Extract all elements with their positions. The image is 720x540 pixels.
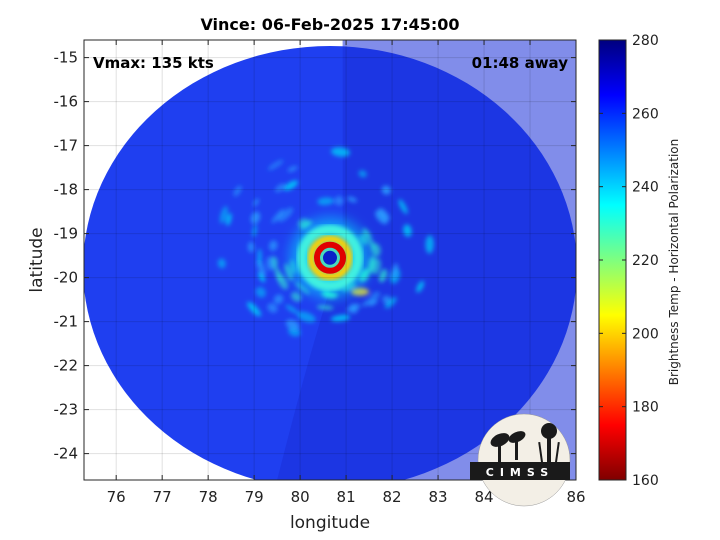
rainband-cell xyxy=(217,258,226,269)
rainband-cell xyxy=(250,211,261,224)
y-tick-label: -21 xyxy=(54,313,79,331)
rainband-cell xyxy=(268,240,278,252)
y-tick-label: -22 xyxy=(54,357,79,375)
y-tick-label: -16 xyxy=(54,93,79,111)
y-tick-label: -20 xyxy=(54,269,79,287)
rainband-cell xyxy=(271,209,285,224)
x-tick-label: 80 xyxy=(291,488,310,506)
rainband-cell xyxy=(334,196,344,206)
colorbar-ticks: 280 260 240 220 200 180 160 xyxy=(599,33,659,489)
y-tick-label: -17 xyxy=(54,137,79,155)
cimss-logo: CIMSS xyxy=(470,413,571,507)
rainband-cell xyxy=(247,241,255,253)
figure-title: Vince: 06-Feb-2025 17:45:00 xyxy=(200,15,459,34)
rainband-cell xyxy=(398,199,408,214)
rainband-cell xyxy=(283,180,298,191)
rainband-cell xyxy=(266,256,274,271)
rainband-cell xyxy=(358,170,367,178)
rainband-cell xyxy=(425,235,434,254)
rainband-cell xyxy=(370,291,381,301)
y-ticks: -15 -16 -17 -18 -19 -20 -21 -22 -23 -24 xyxy=(54,49,576,463)
eyewall xyxy=(282,209,378,306)
rainband-cell xyxy=(331,147,351,157)
rainband-cell xyxy=(381,185,391,195)
x-axis-label: longitude xyxy=(290,513,370,533)
x-tick-label: 78 xyxy=(199,488,218,506)
rainband-cell xyxy=(317,197,334,206)
rainband-cell xyxy=(255,286,266,298)
rainband-cell xyxy=(347,196,358,203)
rainband-cell xyxy=(278,207,294,222)
y-tick-label: -18 xyxy=(54,181,79,199)
x-tick-label: 82 xyxy=(383,488,402,506)
x-tick-label: 81 xyxy=(337,488,356,506)
rainband-cell xyxy=(403,224,412,237)
colorbar-tick-label: 280 xyxy=(632,33,659,49)
x-tick-label: 76 xyxy=(107,488,126,506)
colorbar-tick-label: 260 xyxy=(632,106,659,122)
y-tick-label: -15 xyxy=(54,49,79,67)
rainband-cell xyxy=(253,198,259,207)
rainband-cell xyxy=(287,165,298,173)
rainband-cell xyxy=(285,304,299,314)
colorbar-label: Brightness Temp - Horizontal Polarizatio… xyxy=(667,139,681,386)
rainband-cell xyxy=(375,210,388,225)
eye xyxy=(323,250,337,265)
x-tick-label: 86 xyxy=(566,488,585,506)
rainband-cell xyxy=(316,305,334,311)
colorbar-tick-label: 240 xyxy=(632,180,659,196)
colorbar-tick-label: 180 xyxy=(632,400,659,416)
colorbar-tick-label: 220 xyxy=(632,253,659,269)
y-tick-label: -24 xyxy=(54,445,79,463)
y-tick-label: -23 xyxy=(54,401,79,419)
rainband-cell xyxy=(297,311,316,323)
x-tick-label: 79 xyxy=(245,488,264,506)
rainband-cell xyxy=(349,303,358,314)
y-axis-label: latitude xyxy=(27,227,47,292)
rainband-cell xyxy=(391,263,398,279)
rainband-cell xyxy=(267,303,278,313)
colorbar-tick-label: 160 xyxy=(632,473,659,489)
x-tick-label: 77 xyxy=(153,488,172,506)
vmax-annotation: Vmax: 135 kts xyxy=(93,54,214,72)
swath-dark-region xyxy=(277,40,576,480)
eyewall-red-ring xyxy=(314,241,346,274)
eyewall-cyan-ring xyxy=(297,224,363,291)
rainband-cell xyxy=(378,269,388,283)
time-away-annotation: 01:48 away xyxy=(472,54,569,72)
rainband-cell xyxy=(362,298,373,307)
rainband-cell xyxy=(233,185,242,197)
logo-text: CIMSS xyxy=(486,466,554,479)
rainband-cell xyxy=(219,206,228,224)
rainband-cell xyxy=(368,299,378,306)
x-tick-label: 84 xyxy=(474,488,493,506)
rainband-cell xyxy=(273,294,284,305)
y-tick-label: -19 xyxy=(54,225,79,243)
rainband-cell xyxy=(384,297,397,309)
rainband-cell xyxy=(275,183,286,193)
gridlines xyxy=(84,40,577,480)
rainband-cell xyxy=(276,273,289,290)
rainband-cell xyxy=(330,314,351,322)
colorbar-tick-label: 200 xyxy=(632,326,659,342)
axes-box xyxy=(83,39,577,481)
rainband-cell xyxy=(267,159,284,171)
rainband-cell xyxy=(288,326,301,337)
rainband-cell xyxy=(416,280,425,293)
eyewall-yellow-ring xyxy=(307,235,353,281)
x-tick-label: 83 xyxy=(429,488,448,506)
rainband-cell xyxy=(257,248,262,266)
rainband-cell xyxy=(226,213,232,226)
colorbar-gradient xyxy=(598,39,627,481)
rainband-cell xyxy=(258,272,266,283)
microwave-swath xyxy=(84,40,576,480)
rainband-cell xyxy=(246,301,262,317)
colorbar: 280 260 240 220 200 180 160 Brightness Temp - … xyxy=(598,33,681,489)
rainband-cell xyxy=(285,319,300,330)
rainband-cell xyxy=(252,224,258,238)
